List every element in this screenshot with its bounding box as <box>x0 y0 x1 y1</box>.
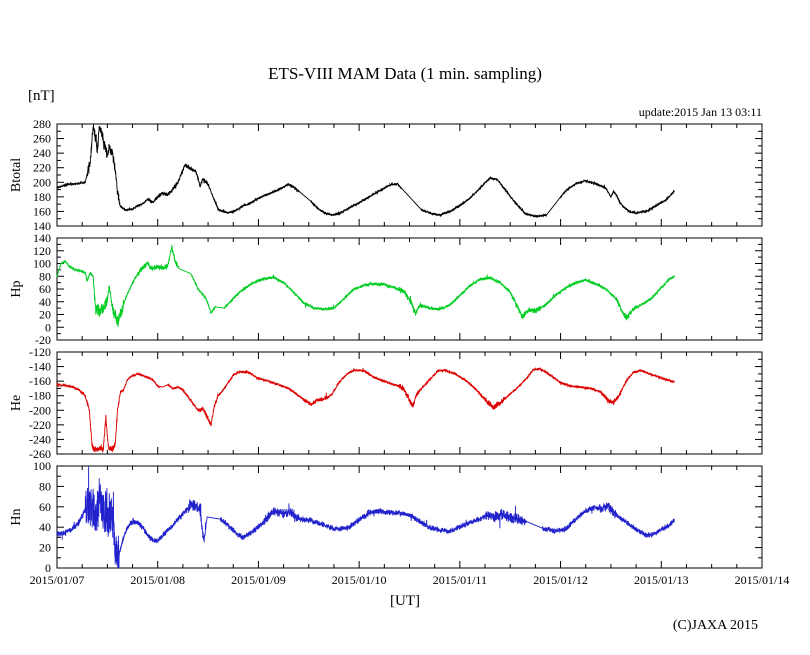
panel-name-label: Hn <box>9 508 24 525</box>
y-tick-label: 40 <box>39 520 51 534</box>
x-tick-label: 2015/01/07 <box>30 573 85 587</box>
panel-border <box>56 351 763 455</box>
y-tick-label: 240 <box>33 146 51 160</box>
y-tick-label: -20 <box>35 333 51 347</box>
y-tick-label: 100 <box>33 459 51 473</box>
y-tick-label: -180 <box>29 389 51 403</box>
chart-title: ETS-VIII MAM Data (1 min. sampling) <box>268 64 542 83</box>
panel-border <box>56 465 763 569</box>
update-timestamp: update:2015 Jan 13 03:11 <box>638 105 762 119</box>
x-tick-label: 2015/01/08 <box>130 573 185 587</box>
panel-name-label: Hp <box>9 280 24 297</box>
y-tick-label: -220 <box>29 418 51 432</box>
data-trace-Hp <box>56 244 675 327</box>
y-tick-label: -140 <box>29 360 51 374</box>
y-tick-label: 220 <box>33 161 51 175</box>
panel-He: -260-240-220-200-180-160-140-120 He <box>9 345 763 461</box>
y-tick-label: 100 <box>33 257 51 271</box>
y-tick-label: -160 <box>29 374 51 388</box>
x-axis-label: [UT] <box>390 593 420 609</box>
y-tick-label: 80 <box>39 479 51 493</box>
y-tick-label: 80 <box>39 269 51 283</box>
y-tick-label: 200 <box>33 175 51 189</box>
y-unit-label: [nT] <box>28 88 55 104</box>
y-tick-label: 160 <box>33 204 51 218</box>
y-tick-label: -260 <box>29 447 51 461</box>
x-tick-label: 2015/01/14 <box>735 573 790 587</box>
x-tick-label: 2015/01/13 <box>634 573 689 587</box>
panel-name-label: He <box>9 395 24 411</box>
y-tick-label: 0 <box>45 320 51 334</box>
y-tick-label: 20 <box>39 308 51 322</box>
panel-Hn: 0 20 40 60 80 100 Hn <box>9 459 763 575</box>
y-tick-label: 20 <box>39 541 51 555</box>
data-trace-He <box>56 367 675 453</box>
y-tick-label: 180 <box>33 190 51 204</box>
x-axis-labels: 2015/01/07 2015/01/08 2015/01/09 2015/01/10… <box>30 573 790 587</box>
y-tick-label: 140 <box>33 219 51 233</box>
y-tick-label: 280 <box>33 117 51 131</box>
x-tick-label: 2015/01/11 <box>433 573 487 587</box>
y-tick-label: -240 <box>29 432 51 446</box>
x-tick-label: 2015/01/12 <box>533 573 588 587</box>
x-tick-label: 2015/01/10 <box>332 573 387 587</box>
y-tick-label: 120 <box>33 244 51 258</box>
data-trace-Btotal <box>56 123 675 219</box>
data-trace-Hn <box>56 466 675 569</box>
x-tick-label: 2015/01/09 <box>231 573 286 587</box>
y-tick-label: 60 <box>39 500 51 514</box>
y-tick-label: -200 <box>29 403 51 417</box>
y-tick-label: 140 <box>33 231 51 245</box>
panel-border <box>56 123 763 227</box>
y-tick-label: 40 <box>39 295 51 309</box>
y-tick-label: 0 <box>45 561 51 575</box>
panel-border <box>56 237 763 341</box>
copyright: (C)JAXA 2015 <box>672 618 758 633</box>
y-tick-label: 260 <box>33 132 51 146</box>
y-tick-label: -120 <box>29 345 51 359</box>
y-tick-label: 60 <box>39 282 51 296</box>
panel-name-label: Btotal <box>9 158 24 192</box>
